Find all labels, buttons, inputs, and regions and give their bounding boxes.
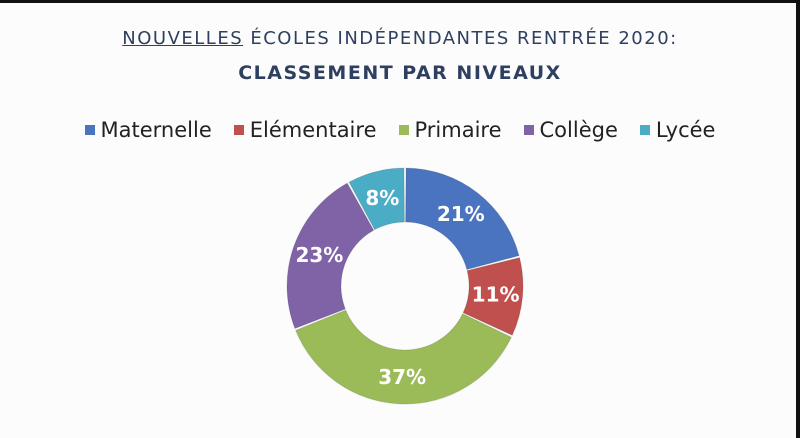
chart-title-rest: ÉCOLES INDÉPENDANTES RENTRÉE 2020: xyxy=(243,28,678,49)
legend-label: Elémentaire xyxy=(249,118,377,142)
legend-item-maternelle: Maternelle xyxy=(84,118,212,142)
legend-label: Collège xyxy=(539,118,618,142)
data-label: 8% xyxy=(365,186,399,210)
data-label: 11% xyxy=(472,283,520,307)
legend-swatch xyxy=(639,125,650,135)
legend-item-elementaire: Elémentaire xyxy=(233,118,377,142)
legend-label: Maternelle xyxy=(100,118,212,142)
slice-college xyxy=(286,182,375,330)
chart-title: NOUVELLES ÉCOLES INDÉPENDANTES RENTRÉE 2… xyxy=(0,28,800,49)
slice-primaire xyxy=(295,309,512,405)
slice-lycee xyxy=(348,167,405,231)
legend-swatch xyxy=(233,125,244,135)
slice-elementaire xyxy=(462,257,524,336)
legend-item-lycee: Lycée xyxy=(639,118,716,142)
legend-label: Primaire xyxy=(414,118,502,142)
slice-maternelle xyxy=(405,167,520,271)
data-label: 23% xyxy=(295,243,343,267)
legend-item-college: Collège xyxy=(523,118,618,142)
legend-swatch xyxy=(84,125,95,135)
legend-item-primaire: Primaire xyxy=(398,118,502,142)
chart-title-underlined: NOUVELLES xyxy=(122,28,244,49)
chart-subtitle: CLASSEMENT PAR NIVEAUX xyxy=(238,62,562,84)
legend-label: Lycée xyxy=(655,118,716,142)
data-label: 37% xyxy=(378,365,426,389)
data-label: 21% xyxy=(437,202,485,226)
legend-swatch xyxy=(398,125,409,135)
donut-chart: 21% 11% 37% 23% 8% xyxy=(286,167,524,405)
chart-legend: Maternelle Elémentaire Primaire Collège … xyxy=(0,118,800,142)
legend-swatch xyxy=(523,125,534,135)
